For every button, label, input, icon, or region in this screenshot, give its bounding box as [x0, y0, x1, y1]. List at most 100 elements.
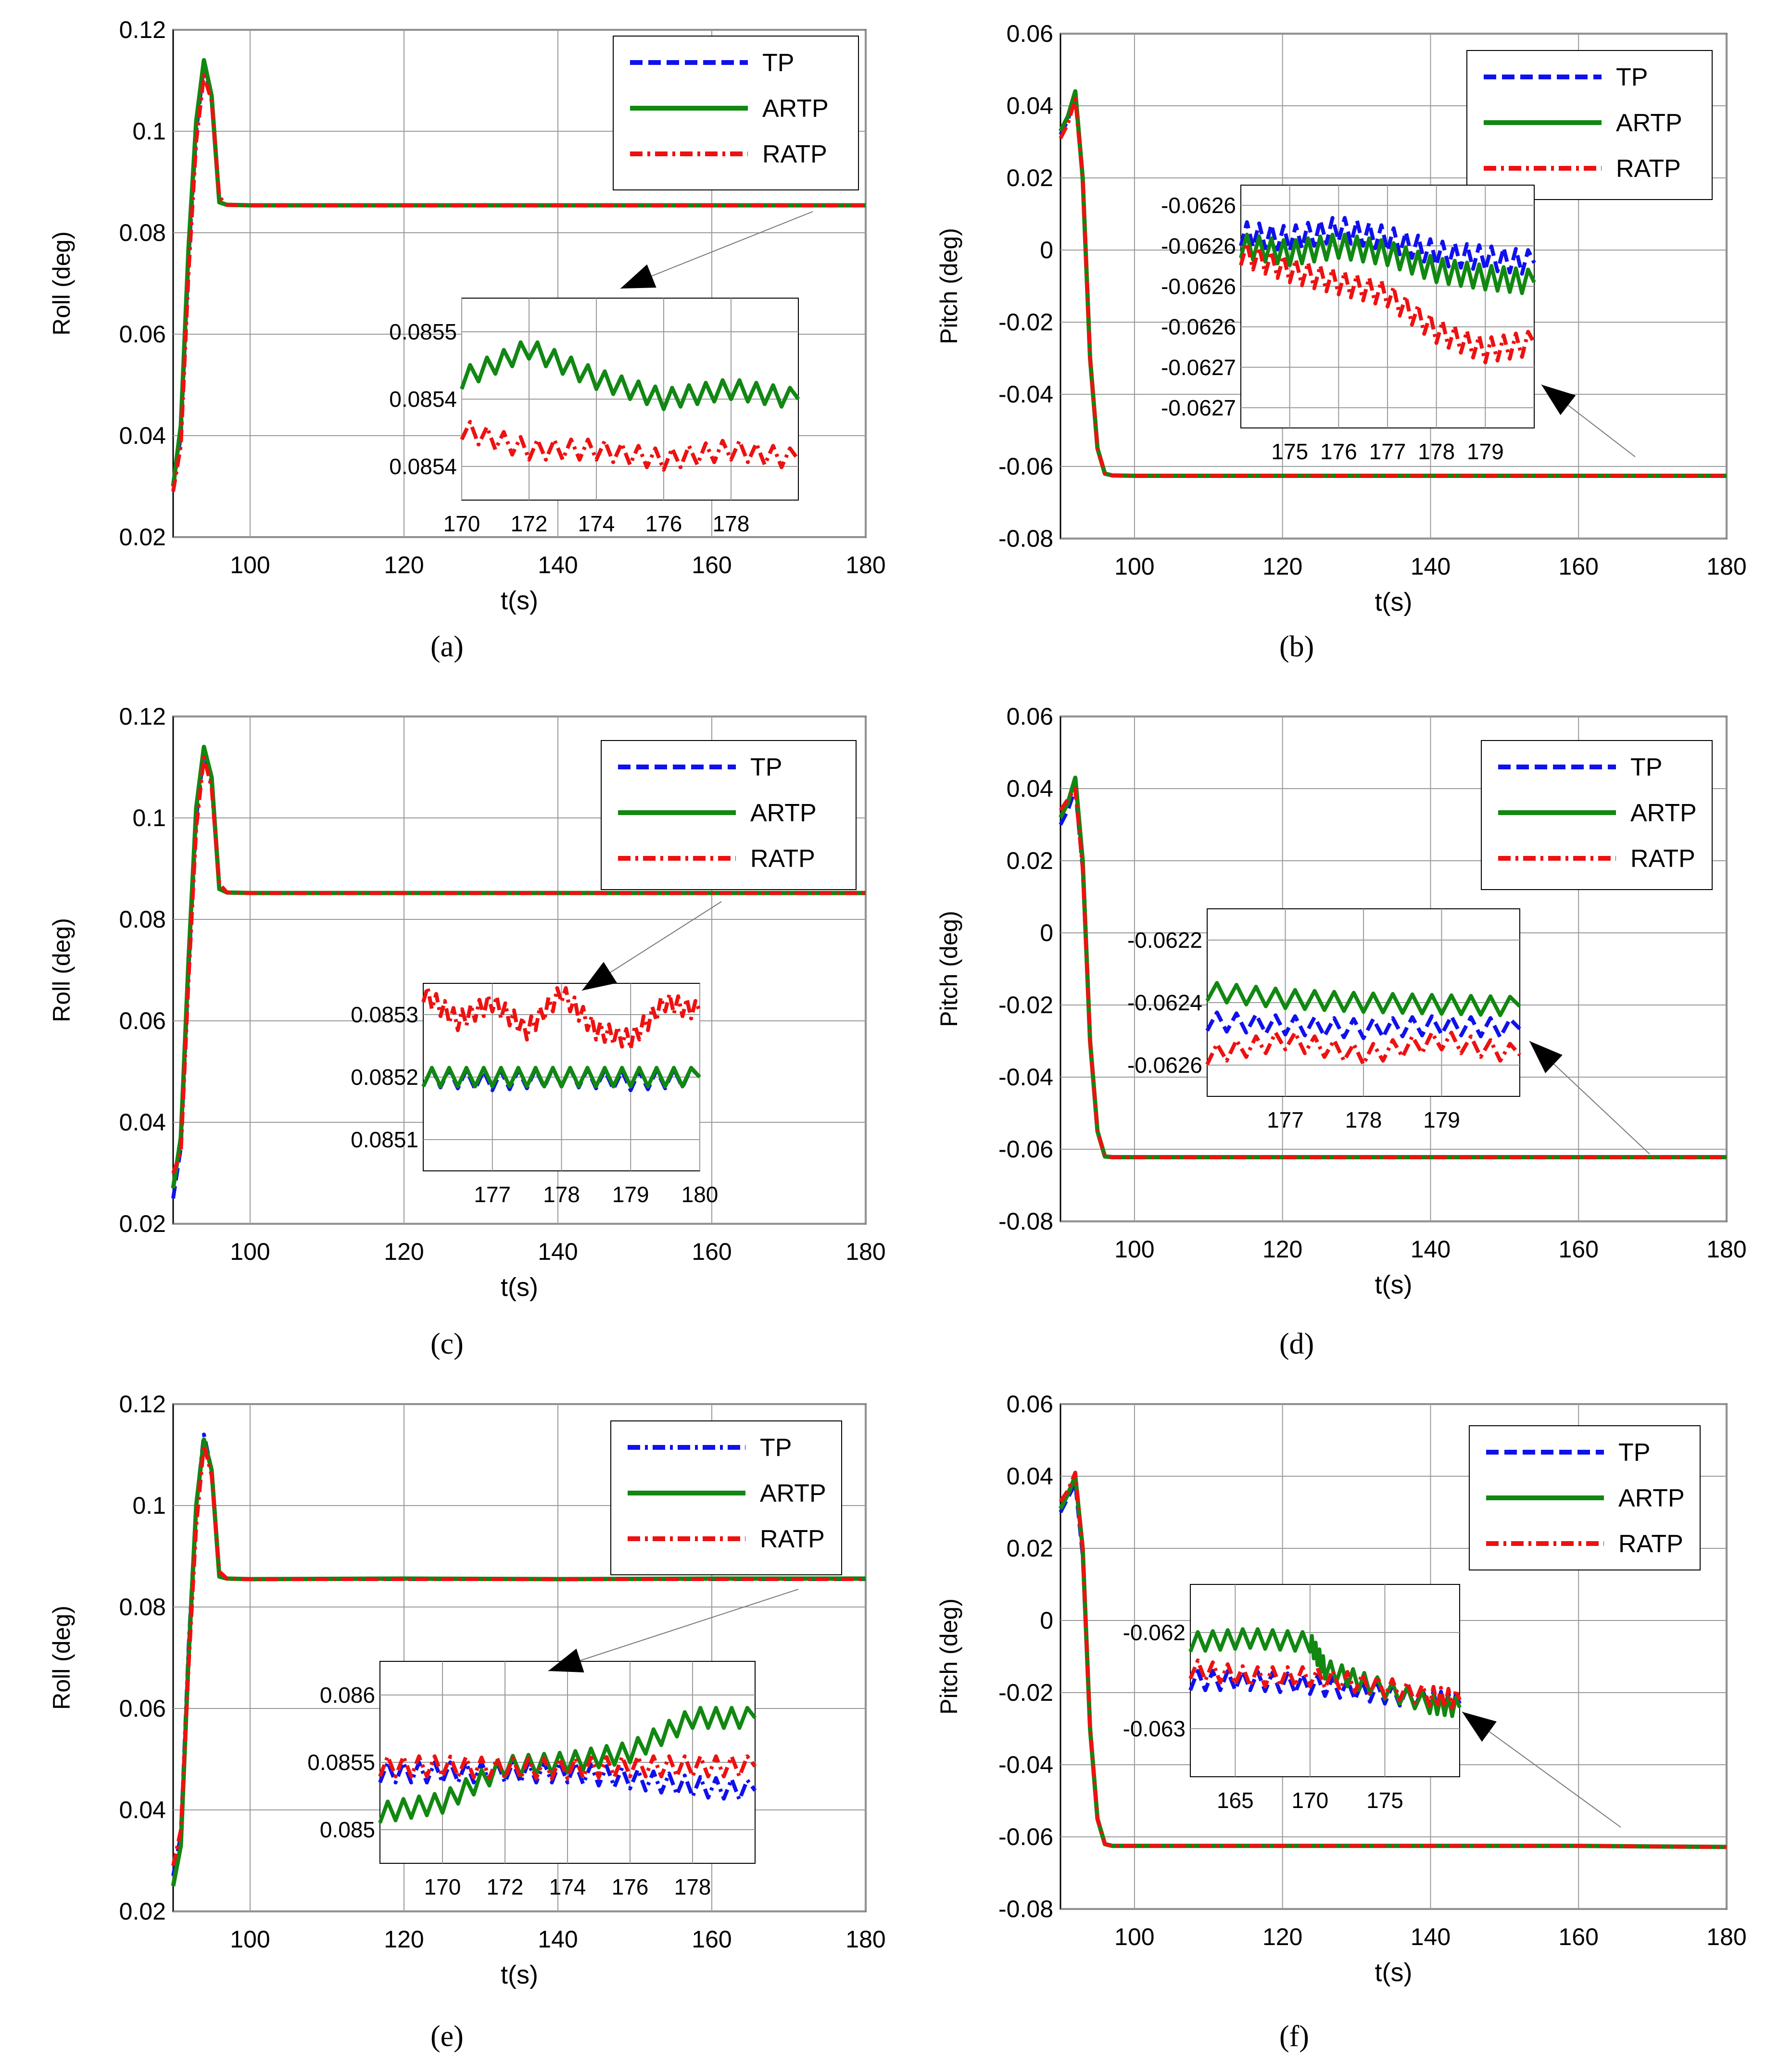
y-tick-label: 0.02 — [1007, 164, 1053, 191]
y-tick-label: 0.06 — [119, 1695, 166, 1722]
legend-label-ratp: RATP — [1616, 155, 1681, 183]
y-tick-label: -0.02 — [998, 992, 1053, 1018]
legend-label-ratp: RATP — [1618, 1530, 1683, 1558]
x-axis-label: t(s) — [501, 1273, 538, 1302]
y-tick-label: 0.02 — [1007, 1535, 1053, 1562]
y-tick-label: 0.12 — [119, 703, 166, 730]
y-tick-label: 0.04 — [119, 1796, 166, 1823]
inset-x-tick-label: 175 — [1366, 1788, 1403, 1813]
series-artp-line — [1058, 776, 1727, 1159]
inset-y-tick-label: 0.0854 — [389, 387, 457, 412]
inset-y-tick-label: -0.0626 — [1161, 193, 1236, 218]
y-tick-label: -0.06 — [998, 1136, 1053, 1163]
y-tick-label: 0.02 — [119, 524, 166, 551]
x-tick-label: 180 — [1706, 1236, 1746, 1263]
inset-series-artp-line — [421, 1066, 701, 1089]
y-tick-label: -0.06 — [998, 1823, 1053, 1850]
series-ratp-line — [1059, 1470, 1727, 1849]
inset-x-tick-label: 174 — [549, 1874, 586, 1899]
inset-y-tick-label: -0.0622 — [1127, 928, 1202, 953]
legend-label-artp: ARTP — [762, 95, 829, 123]
legend: TP ARTP RATP — [1466, 50, 1713, 200]
inset: 175 176 177 178 179 -0.0626 -0.0626 -0.0626 -0.0… — [1161, 185, 1536, 464]
y-tick-label: -0.06 — [998, 453, 1053, 480]
x-tick-label: 180 — [1706, 553, 1746, 580]
inset: 170 172 174 176 178 0.086 0.0855 0.085 — [307, 1661, 757, 1899]
legend-label-tp: TP — [1616, 63, 1648, 91]
y-tick-label: 0.06 — [119, 1007, 166, 1034]
inset-x-tick-label: 172 — [487, 1874, 524, 1899]
series-ratp-line — [171, 755, 866, 1174]
x-axis-label: t(s) — [1375, 1270, 1413, 1299]
y-tick-label: 0.04 — [1007, 92, 1053, 119]
inset-series-artp-line — [1205, 981, 1521, 1017]
legend-label-tp: TP — [760, 1434, 792, 1462]
inset-x-tick-label: 180 — [681, 1182, 719, 1207]
inset-x-tick-label: 172 — [511, 511, 548, 536]
inset-y-tick-label: -0.0626 — [1161, 314, 1236, 339]
inset-y-tick-label: 0.0854 — [389, 454, 457, 479]
y-axis-label: Roll (deg) — [48, 231, 75, 336]
x-tick-label: 160 — [1559, 1923, 1599, 1950]
inset-x-tick-label: 179 — [1423, 1107, 1460, 1132]
panel-label-d: (d) — [1279, 1328, 1314, 1360]
x-tick-label: 120 — [1262, 553, 1302, 580]
y-tick-label: -0.04 — [998, 1751, 1053, 1778]
series-ratp-line — [171, 73, 866, 492]
x-axis-label: t(s) — [501, 586, 538, 615]
y-tick-label: 0.08 — [119, 906, 166, 933]
series-artp-line — [171, 744, 866, 1189]
y-tick-label: 0.1 — [132, 1492, 166, 1519]
inset-x-tick-label: 177 — [1267, 1107, 1304, 1132]
inset: 177 178 179 -0.0622 -0.0624 -0.0626 — [1127, 908, 1522, 1132]
y-tick-label: -0.08 — [998, 525, 1053, 552]
x-tick-label: 120 — [384, 1238, 424, 1265]
legend-label-artp: ARTP — [750, 799, 817, 827]
y-tick-label: -0.02 — [998, 309, 1053, 336]
zoom-arrow-line — [620, 211, 813, 289]
zoom-arrow-head — [582, 962, 617, 991]
legend-label-artp: ARTP — [1616, 109, 1682, 137]
x-tick-label: 140 — [1411, 1236, 1451, 1263]
inset-y-tick-label: -0.063 — [1123, 1716, 1186, 1741]
legend: TP ARTP RATP — [610, 1420, 842, 1575]
inset-series-artp-line — [378, 1706, 757, 1824]
x-tick-label: 120 — [384, 552, 424, 578]
inset-x-tick-label: 175 — [1271, 439, 1308, 464]
legend: TP ARTP RATP — [601, 740, 857, 890]
x-tick-label: 100 — [1114, 553, 1154, 580]
y-tick-label: 0.12 — [119, 16, 166, 43]
inset-y-tick-label: -0.0626 — [1161, 274, 1236, 299]
zoom-arrow-head — [548, 1648, 584, 1672]
inset-x-tick-label: 178 — [713, 511, 750, 536]
inset-x-tick-label: 176 — [1320, 439, 1357, 464]
y-tick-label: 0 — [1040, 919, 1053, 946]
chart-e: 100 120 140 160 180 0.02 0.04 0.06 0.08 0.1 0.12 t(… — [48, 1391, 886, 1989]
x-tick-label: 120 — [384, 1926, 424, 1953]
zoom-arrow-head — [1462, 1712, 1497, 1742]
zoom-arrow-head — [1541, 385, 1576, 415]
y-tick-label: 0.04 — [119, 422, 166, 449]
chart-f: 100 120 140 160 180 -0.08 -0.06 -0.04 -0.02 0 0.02… — [935, 1391, 1747, 1987]
panel-label-a: (a) — [430, 630, 464, 663]
legend: TP ARTP RATP — [1481, 740, 1713, 890]
series-ratp-line — [1059, 97, 1727, 478]
inset-series-ratp-line — [1188, 1658, 1462, 1710]
x-tick-label: 140 — [1411, 1923, 1451, 1950]
x-tick-label: 140 — [538, 1926, 578, 1953]
legend-label-ratp: RATP — [750, 845, 815, 873]
inset-x-tick-label: 170 — [1292, 1788, 1329, 1813]
x-tick-label: 100 — [1114, 1236, 1154, 1263]
inset-x-tick-label: 170 — [443, 511, 480, 536]
x-tick-label: 180 — [845, 552, 885, 578]
x-tick-label: 160 — [1559, 553, 1599, 580]
inset-x-tick-label: 174 — [578, 511, 615, 536]
inset: 177 178 179 180 0.0853 0.0852 0.0851 — [351, 983, 718, 1207]
inset-series-ratp-line — [460, 420, 800, 472]
x-tick-label: 180 — [845, 1926, 885, 1953]
y-tick-label: 0.06 — [119, 321, 166, 348]
inset-x-tick-label: 177 — [474, 1182, 511, 1207]
panel-label-b: (b) — [1279, 630, 1314, 663]
legend: TP ARTP RATP — [613, 36, 859, 190]
inset-x-tick-label: 176 — [645, 511, 682, 536]
